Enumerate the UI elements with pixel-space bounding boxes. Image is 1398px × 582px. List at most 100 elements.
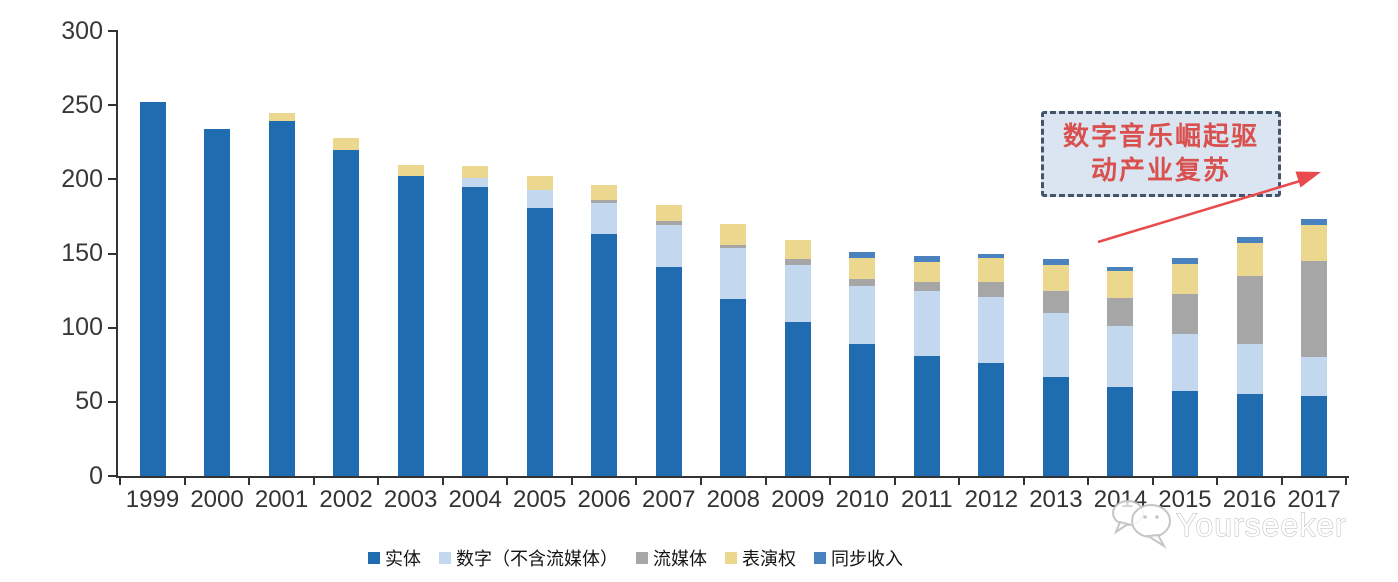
x-axis-year-label: 2001 <box>254 486 309 513</box>
x-axis-year-label: 2016 <box>1222 486 1277 513</box>
x-axis-tick <box>119 476 122 485</box>
legend-swatch-physical <box>368 552 380 564</box>
x-axis-year-label: 2008 <box>706 486 760 513</box>
y-axis-tick <box>108 104 116 107</box>
chart-legend: 实体 数字（不含流媒体） 流媒体 表演权 同步收入 <box>368 545 903 571</box>
bar-segment-sync-revenue-2011 <box>913 256 940 263</box>
watermark-text: Yourseeker <box>1176 507 1347 543</box>
y-axis-tick <box>108 475 116 477</box>
x-axis-year-label: 2012 <box>964 486 1019 513</box>
bar-segment-performance-rights-2003 <box>397 164 424 177</box>
y-axis-tick <box>108 30 116 32</box>
x-axis-tick <box>1151 476 1154 485</box>
x-axis-year-label: 2002 <box>319 486 373 513</box>
x-axis-line <box>116 476 1349 478</box>
bar-segment-physical-2012 <box>978 363 1005 476</box>
annotation-line2: 动产业复苏 <box>1090 156 1231 185</box>
legend-swatch-sync-revenue <box>814 552 826 564</box>
legend-label-performance-rights: 表演权 <box>742 549 796 569</box>
bar-segment-physical-2002 <box>333 149 360 476</box>
x-axis-tick <box>635 476 638 485</box>
x-axis-tick <box>958 476 961 485</box>
bar-segment-digital-excl-streaming-2009 <box>784 265 811 322</box>
bar-segment-digital-excl-streaming-2013 <box>1042 312 1069 377</box>
bar-segment-digital-excl-streaming-2005 <box>526 189 553 208</box>
legend-swatch-streaming <box>636 552 648 564</box>
legend-label-sync-revenue: 同步收入 <box>831 549 903 569</box>
y-axis-tick <box>108 326 116 329</box>
bar-segment-performance-rights-2004 <box>462 165 489 178</box>
x-axis-tick <box>312 476 315 485</box>
x-axis-tick <box>764 476 767 485</box>
bar-segment-performance-rights-2012 <box>978 257 1005 282</box>
x-axis-tick <box>1280 476 1283 485</box>
x-axis-tick <box>506 476 509 485</box>
bar-segment-sync-revenue-2016 <box>1236 237 1263 244</box>
bar-segment-sync-revenue-2015 <box>1171 257 1198 264</box>
bar-segment-performance-rights-2009 <box>784 240 811 260</box>
bar-segment-sync-revenue-2012 <box>978 253 1005 258</box>
bar-segment-performance-rights-2007 <box>655 204 682 221</box>
bar-segment-digital-excl-streaming-2010 <box>849 286 876 344</box>
x-axis-year-label: 1999 <box>125 486 180 513</box>
bar-segment-streaming-2009 <box>784 259 811 266</box>
bar-segment-performance-rights-2017 <box>1301 225 1328 261</box>
bar-segment-performance-rights-2014 <box>1107 271 1134 298</box>
bar-segment-streaming-2017 <box>1301 260 1328 358</box>
bar-segment-physical-2000 <box>204 128 231 476</box>
bar-segment-performance-rights-2015 <box>1171 263 1198 294</box>
bar-segment-sync-revenue-2010 <box>849 252 876 258</box>
bar-segment-streaming-2013 <box>1042 290 1069 313</box>
bar-segment-sync-revenue-2014 <box>1107 266 1134 272</box>
annotation-callout: 数字音乐崛起驱 动产业复苏 <box>1041 111 1281 197</box>
x-axis-year-label: 2017 <box>1287 486 1341 513</box>
legend-item-digital-excl-streaming: 数字（不含流媒体） <box>439 545 618 571</box>
bar-segment-physical-2008 <box>720 299 747 476</box>
y-axis-line <box>116 30 118 478</box>
x-axis-year-label: 2000 <box>190 486 244 513</box>
legend-item-streaming: 流媒体 <box>636 545 707 571</box>
y-axis-tick <box>108 400 116 403</box>
x-axis-tick <box>700 476 702 485</box>
x-axis-tick <box>1216 476 1219 485</box>
bar-segment-physical-2009 <box>784 321 811 476</box>
legend-label-streaming: 流媒体 <box>653 549 707 569</box>
bar-segment-streaming-2007 <box>655 220 682 226</box>
bar-segment-performance-rights-2016 <box>1236 243 1263 276</box>
y-axis-tick-label: 200 <box>61 164 103 193</box>
bar-segment-physical-2005 <box>526 207 553 476</box>
y-axis-tick-label: 50 <box>75 387 103 416</box>
x-axis-tick <box>829 476 832 485</box>
bar-segment-streaming-2012 <box>978 281 1005 297</box>
y-axis-tick-label: 0 <box>89 461 103 490</box>
bar-segment-sync-revenue-2013 <box>1042 259 1069 266</box>
y-axis-tick-label: 100 <box>61 313 103 342</box>
bar-segment-physical-2017 <box>1301 395 1328 476</box>
y-axis-tick-label: 250 <box>61 90 103 119</box>
bar-segment-physical-2010 <box>849 343 876 476</box>
annotation-line1: 数字音乐崛起驱 <box>1062 122 1259 151</box>
x-axis-year-label: 2011 <box>901 486 953 513</box>
bar-segment-performance-rights-2001 <box>268 112 295 122</box>
legend-item-performance-rights: 表演权 <box>725 545 796 571</box>
bar-segment-streaming-2015 <box>1171 293 1198 334</box>
bar-segment-digital-excl-streaming-2011 <box>913 290 940 356</box>
x-axis-year-label: 2003 <box>383 486 438 513</box>
x-axis-year-label: 2010 <box>835 486 890 513</box>
x-axis-tick <box>377 476 380 485</box>
bar-segment-physical-2014 <box>1107 387 1134 476</box>
bar-segment-digital-excl-streaming-2004 <box>462 177 489 187</box>
bar-segment-streaming-2011 <box>913 281 940 291</box>
bar-segment-streaming-2010 <box>849 278 876 287</box>
bar-segment-physical-1999 <box>139 102 166 476</box>
bar-segment-digital-excl-streaming-2016 <box>1236 343 1263 395</box>
x-axis-year-label: 2013 <box>1029 486 1083 513</box>
bar-segment-digital-excl-streaming-2008 <box>720 247 747 300</box>
watermark: Yourseeker <box>1112 500 1347 549</box>
x-axis-tick <box>1345 476 1348 485</box>
x-axis-tick <box>1022 476 1025 485</box>
x-axis-year-label: 2006 <box>577 486 631 513</box>
legend-label-physical: 实体 <box>385 549 421 569</box>
arrow-head <box>1295 171 1321 188</box>
